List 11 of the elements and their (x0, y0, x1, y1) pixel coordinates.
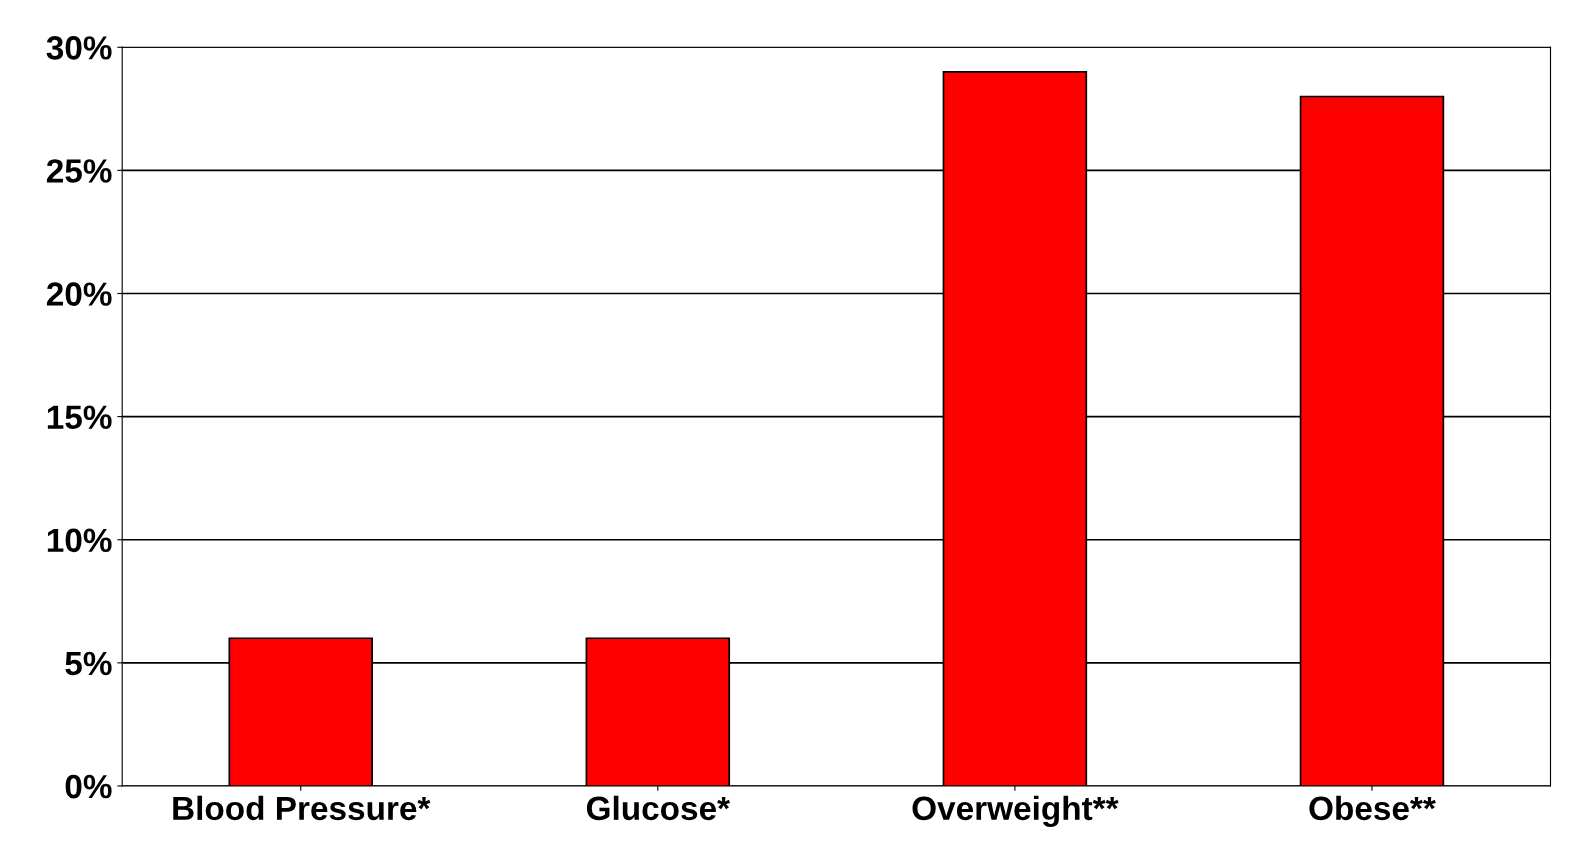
x-tick-label: Blood Pressure* (173, 795, 431, 821)
x-tick-label: Glucose* (586, 795, 731, 821)
y-tick-label: 25% (46, 159, 112, 183)
y-tick-label: 10% (47, 528, 112, 553)
x-tick-label: Obese** (1309, 795, 1436, 821)
y-tick-label: 30% (46, 36, 112, 60)
x-tick-label: Overweight** (912, 795, 1119, 827)
y-tick-label: 20% (46, 282, 112, 306)
y-tick-label: 5% (65, 651, 112, 676)
y-tick-label: 0% (65, 774, 112, 799)
y-tick-label: 15% (47, 405, 112, 430)
